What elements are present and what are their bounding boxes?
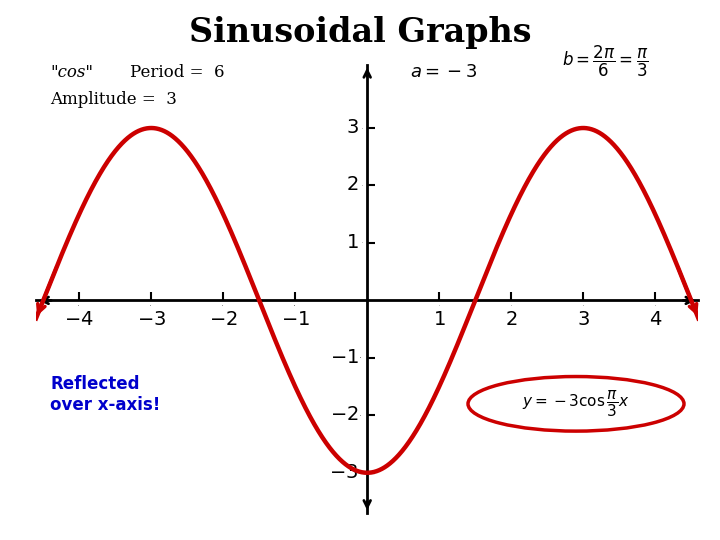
Text: $y = -3\cos\dfrac{\pi}{3}x$: $y = -3\cos\dfrac{\pi}{3}x$ [522, 389, 630, 419]
Text: $4$: $4$ [649, 310, 662, 329]
Text: Sinusoidal Graphs: Sinusoidal Graphs [189, 16, 531, 49]
Text: $1$: $1$ [346, 234, 359, 252]
Text: $2$: $2$ [346, 177, 359, 194]
Text: $b = \dfrac{2\pi}{6} = \dfrac{\pi}{3}$: $b = \dfrac{2\pi}{6} = \dfrac{\pi}{3}$ [562, 44, 648, 79]
Text: Reflected
over x-axis!: Reflected over x-axis! [50, 375, 161, 414]
Text: "cos": "cos" [50, 64, 94, 81]
Text: $3$: $3$ [577, 310, 590, 329]
Text: $-3$: $-3$ [137, 310, 166, 329]
Text: $-1$: $-1$ [330, 349, 359, 367]
Text: $-3$: $-3$ [329, 464, 359, 482]
Text: $-1$: $-1$ [281, 310, 310, 329]
Text: $1$: $1$ [433, 310, 446, 329]
Text: $2$: $2$ [505, 310, 518, 329]
Text: $a = -3$: $a = -3$ [410, 63, 477, 81]
Text: $3$: $3$ [346, 119, 359, 137]
Text: $-4$: $-4$ [64, 310, 94, 329]
Text: Period =  6: Period = 6 [130, 64, 224, 81]
Text: $-2$: $-2$ [209, 310, 238, 329]
Text: $-2$: $-2$ [330, 406, 359, 424]
Text: Amplitude =  3: Amplitude = 3 [50, 91, 177, 108]
